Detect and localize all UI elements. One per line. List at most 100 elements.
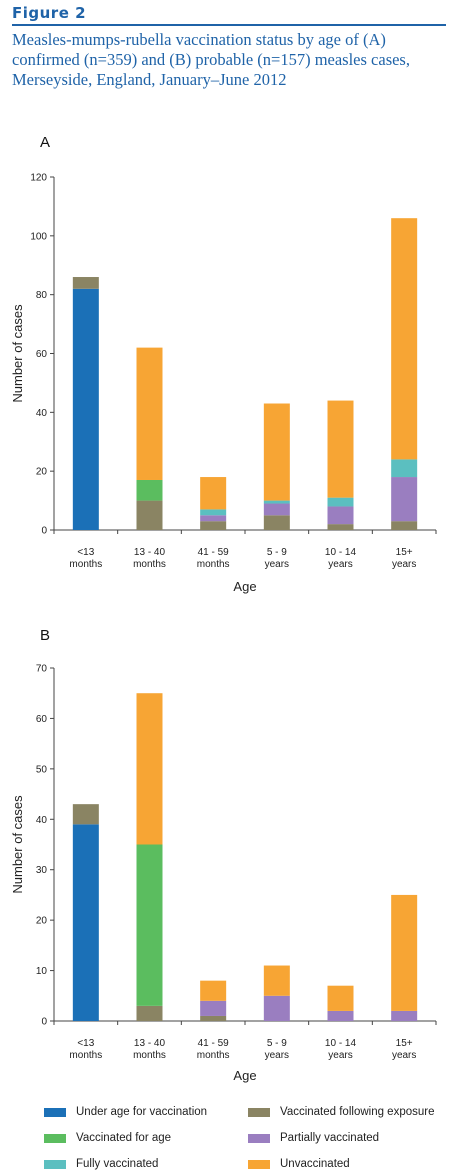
bar-segment-following-exposure [263,515,290,530]
bar-segment-unvaccinated [391,218,418,460]
x-tick-label: months [133,1050,166,1061]
x-tick-label: 41 - 59 [198,1038,230,1049]
x-tick-label: years [265,1050,289,1061]
y-tick-label: 50 [36,764,48,775]
bar-segment-partially [263,995,290,1021]
bar-segment-partially [391,1010,418,1021]
figure-rule [12,24,446,26]
x-tick-label: years [328,1050,352,1061]
legend-swatch [248,1107,270,1117]
figure-caption: Measles-mumps-rubella vaccination status… [12,30,410,89]
legend-swatch [248,1133,270,1143]
legend-label: Vaccinated for age [76,1132,172,1144]
legend-label: Partially vaccinated [280,1132,380,1144]
y-axis-title: Number of cases [10,795,25,894]
bar-segment-unvaccinated [327,400,354,498]
bar-segment-fully [200,509,227,516]
x-tick-label: 13 - 40 [134,547,166,558]
x-axis-title: Age [233,1068,256,1083]
bar-segment-partially [200,1000,227,1016]
x-tick-label: 15+ [396,547,413,558]
x-tick-label: 13 - 40 [134,1038,166,1049]
x-axis-title: Age [233,579,256,594]
bar-segment-following-exposure [136,1005,163,1021]
y-tick-label: 40 [36,408,48,419]
bar-segment-unvaccinated [327,985,354,1011]
figure-label: Figure 2 [12,4,87,22]
y-tick-label: 0 [41,526,47,537]
bar-segment-following-exposure [391,521,418,530]
bar-segment-following-exposure [72,277,99,289]
legend-label: Under age for vaccination [76,1106,208,1118]
panel-label: B [40,627,50,644]
bar-segment-unvaccinated [200,980,227,1001]
bar-segment-partially [327,506,354,525]
y-tick-label: 120 [30,173,47,184]
bar-segment-unvaccinated [200,477,227,510]
bar-segment-following-exposure [136,500,163,530]
legend-swatch [44,1107,66,1117]
legend-label: Unvaccinated [280,1158,350,1170]
x-tick-label: <13 [77,1038,94,1049]
x-tick-label: months [69,559,102,570]
x-tick-label: years [392,559,416,570]
legend-item-unvaccinated: Unvaccinated [248,1158,350,1170]
x-tick-label: 10 - 14 [325,1038,357,1049]
legend-item-following-exposure: Vaccinated following exposure [248,1106,435,1118]
bar-segment-for-age [136,479,163,501]
y-tick-label: 0 [41,1017,47,1028]
x-tick-label: 5 - 9 [267,547,287,558]
x-tick-label: 41 - 59 [198,547,230,558]
panel-label: A [40,134,50,151]
bar-segment-partially [327,1010,354,1021]
bar-segment-fully [391,459,418,478]
bar-segment-fully [263,500,290,504]
x-tick-label: years [328,559,352,570]
bar-segment-under-age [72,824,99,1021]
legend-label: Fully vaccinated [76,1158,159,1170]
x-tick-label: months [69,1050,102,1061]
bar-segment-following-exposure [200,1015,227,1021]
y-tick-label: 20 [36,467,48,478]
bar-segment-unvaccinated [263,403,290,501]
bar-segment-unvaccinated [263,965,290,996]
bar-segment-partially [391,477,418,522]
bar-segment-unvaccinated [391,894,418,1011]
bar-segment-under-age [72,288,99,530]
x-tick-label: years [265,559,289,570]
x-tick-label: months [197,559,230,570]
x-tick-label: months [197,1050,230,1061]
bar-segment-partially [263,503,290,516]
legend-item-fully: Fully vaccinated [44,1158,158,1170]
x-tick-label: 5 - 9 [267,1038,287,1049]
y-tick-label: 60 [36,714,48,725]
x-tick-label: months [133,559,166,570]
bar-segment-unvaccinated [136,693,163,845]
bar-segment-unvaccinated [136,347,163,480]
x-tick-label: 10 - 14 [325,547,357,558]
y-tick-label: 40 [36,815,48,826]
bar-segment-fully [327,497,354,507]
bar-segment-partially [200,515,227,522]
y-tick-label: 80 [36,290,48,301]
legend-item-for-age: Vaccinated for age [44,1132,171,1144]
x-tick-label: 15+ [396,1038,413,1049]
y-tick-label: 60 [36,349,48,360]
legend-swatch [248,1159,270,1169]
x-tick-label: years [392,1050,416,1061]
y-tick-label: 100 [30,231,47,242]
y-tick-label: 70 [36,664,48,675]
y-tick-label: 20 [36,916,48,927]
bar-segment-following-exposure [72,804,99,825]
legend-item-partially: Partially vaccinated [248,1132,379,1144]
bar-segment-for-age [136,844,163,1006]
legend-label: Vaccinated following exposure [280,1106,435,1118]
bar-segment-following-exposure [200,521,227,530]
y-axis-title: Number of cases [10,304,25,403]
y-tick-label: 10 [36,966,48,977]
y-tick-label: 30 [36,865,48,876]
bar-segment-following-exposure [327,524,354,530]
legend-swatch [44,1159,66,1169]
